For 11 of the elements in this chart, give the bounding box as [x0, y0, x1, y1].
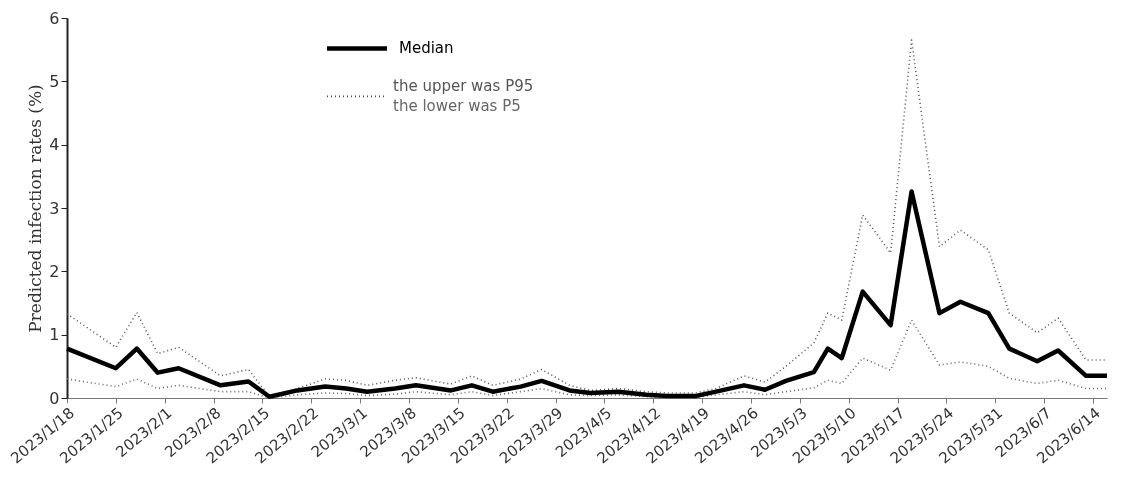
y-tick-label: 5 — [49, 71, 60, 91]
y-tick-label: 0 — [49, 388, 60, 408]
y-tick-label: 1 — [49, 325, 60, 345]
y-tick-label: 6 — [49, 8, 60, 28]
y-tick-label: 3 — [49, 198, 60, 218]
y-tick-label: 4 — [49, 135, 60, 155]
legend-label: Median — [399, 39, 454, 58]
text: the lower was P5 — [393, 97, 521, 116]
y-axis-title: Predicted infection rates (%) — [25, 84, 46, 333]
legend-label: the upper was P95 — [393, 77, 534, 96]
y-tick-label: 2 — [49, 261, 60, 281]
